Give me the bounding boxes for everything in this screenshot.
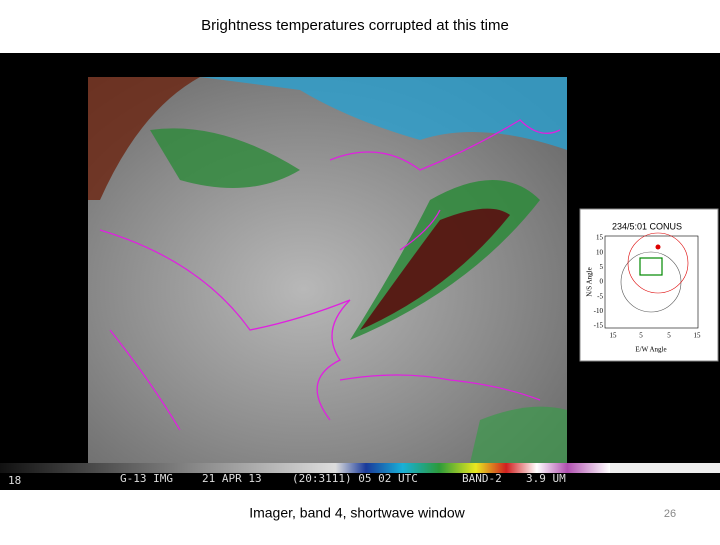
inset-y-tick: -5 (597, 292, 603, 300)
inset-panel: 234/5:01 CONUS N/S Angle E/W Angle 15 10 5… (579, 208, 719, 362)
inset-x-tick: 5 (639, 332, 643, 340)
inset-title: 234/5:01 CONUS (612, 221, 682, 231)
satellite-image (88, 77, 567, 463)
wavelength-label: 3.9 UM (526, 472, 566, 485)
slide-title: Brightness temperatures corrupted at thi… (201, 17, 509, 34)
inset-y-tick: 15 (596, 234, 604, 242)
inset-x-tick: 5 (667, 332, 671, 340)
inset-y-tick: 5 (600, 263, 604, 271)
inset-x-label: E/W Angle (635, 346, 666, 354)
caption: Imager, band 4, shortwave window (249, 505, 465, 521)
color-bar-end (610, 463, 720, 473)
inset-x-tick: 15 (694, 332, 702, 340)
satellite-label: G-13 IMG (120, 472, 173, 485)
inset-y-label: N/S Angle (586, 267, 594, 296)
time-label: (20:3111) 05 02 UTC (292, 472, 418, 485)
inset-y-tick: 0 (600, 278, 604, 286)
date-label: 21 APR 13 (202, 472, 262, 485)
page-number: 26 (664, 508, 676, 520)
inset-x-tick: 15 (610, 332, 618, 340)
inset-y-tick: -15 (594, 322, 604, 330)
inset-y-tick: 10 (596, 248, 604, 256)
color-bar (0, 463, 610, 473)
band-label: BAND-2 (462, 472, 502, 485)
inset-y-tick: -10 (594, 307, 604, 315)
frame-label: 18 (8, 474, 21, 487)
